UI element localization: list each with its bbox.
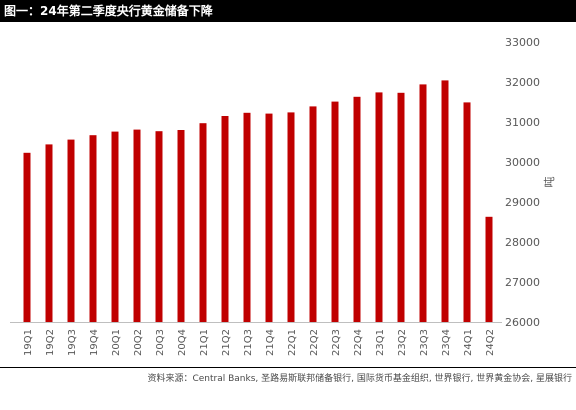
bar-20Q3 xyxy=(155,131,163,322)
x-tick-label: 19Q4 xyxy=(89,329,100,356)
y-tick-label: 32000 xyxy=(505,76,540,89)
x-tick-label: 19Q3 xyxy=(67,329,78,356)
x-tick-labels: 19Q1 19Q2 19Q3 19Q4 20Q1 20Q2 20Q3 20Q4 21Q1 21Q2… xyxy=(23,329,496,356)
bar-19Q1 xyxy=(23,152,31,322)
bar-24Q1 xyxy=(463,102,471,323)
bar-20Q2 xyxy=(133,129,141,322)
x-tick-label: 20Q2 xyxy=(133,329,144,356)
x-tick-label: 21Q2 xyxy=(221,329,232,356)
y-tick-label: 28000 xyxy=(505,236,540,249)
bar-24Q2 xyxy=(485,216,493,322)
y-tick-label: 26000 xyxy=(505,316,540,329)
chart-area: 26000 27000 28000 29000 30000 31000 32000 33000… xyxy=(0,22,576,368)
bar-20Q1 xyxy=(111,131,119,322)
bar-23Q3 xyxy=(419,84,427,323)
bar-22Q1 xyxy=(287,112,295,323)
x-tick-label: 23Q2 xyxy=(397,329,408,356)
x-tick-label: 20Q3 xyxy=(155,329,166,356)
x-tick-label: 21Q4 xyxy=(265,329,276,356)
source-note: 资料来源：Central Banks, 圣路易斯联邦储备银行, 国际货币基金组织… xyxy=(147,374,572,384)
bar-23Q4 xyxy=(441,80,449,323)
bar-19Q4 xyxy=(89,135,97,322)
bar-22Q2 xyxy=(309,106,317,323)
bar-chart: 26000 27000 28000 29000 30000 31000 32000 33000… xyxy=(10,36,556,356)
bar-21Q3 xyxy=(243,112,251,322)
x-tick-label: 19Q1 xyxy=(23,329,34,356)
y-tick-label: 33000 xyxy=(505,36,540,49)
x-tick-label: 22Q1 xyxy=(287,329,298,356)
x-tick-label: 23Q3 xyxy=(419,329,430,356)
bar-20Q4 xyxy=(177,130,185,322)
x-tick-label: 24Q2 xyxy=(485,329,496,356)
bar-21Q1 xyxy=(199,123,207,322)
bar-23Q1 xyxy=(375,92,383,323)
x-tick-label: 21Q1 xyxy=(199,329,210,356)
x-tick-label: 20Q1 xyxy=(111,329,122,356)
x-tick-label: 23Q1 xyxy=(375,329,386,356)
y-tick-label: 27000 xyxy=(505,276,540,289)
bar-21Q2 xyxy=(221,116,229,322)
x-tick-label: 20Q4 xyxy=(177,329,188,356)
x-tick-label: 23Q4 xyxy=(441,329,452,356)
y-tick-label: 30000 xyxy=(505,156,540,169)
x-tick-label: 22Q3 xyxy=(331,329,342,356)
bar-19Q3 xyxy=(67,139,75,322)
bar-19Q2 xyxy=(45,144,53,322)
x-tick-label: 19Q2 xyxy=(45,329,56,356)
y-axis-label: 吨 xyxy=(543,177,556,188)
x-tick-label: 22Q2 xyxy=(309,329,320,356)
chart-title: 图一：24年第二季度央行黄金储备下降 xyxy=(0,0,576,22)
y-tick-label: 31000 xyxy=(505,116,540,129)
bar-21Q4 xyxy=(265,113,273,322)
bar-23Q2 xyxy=(397,92,405,322)
y-tick-labels: 26000 27000 28000 29000 30000 31000 32000 33000 xyxy=(505,36,540,329)
bar-22Q3 xyxy=(331,101,339,322)
x-tick-label: 21Q3 xyxy=(243,329,254,356)
x-tick-label: 22Q4 xyxy=(353,329,364,356)
bars-group xyxy=(23,80,493,323)
bottom-rule xyxy=(0,367,576,368)
bar-22Q4 xyxy=(353,96,361,322)
y-tick-label: 29000 xyxy=(505,196,540,209)
x-tick-label: 24Q1 xyxy=(463,329,474,356)
